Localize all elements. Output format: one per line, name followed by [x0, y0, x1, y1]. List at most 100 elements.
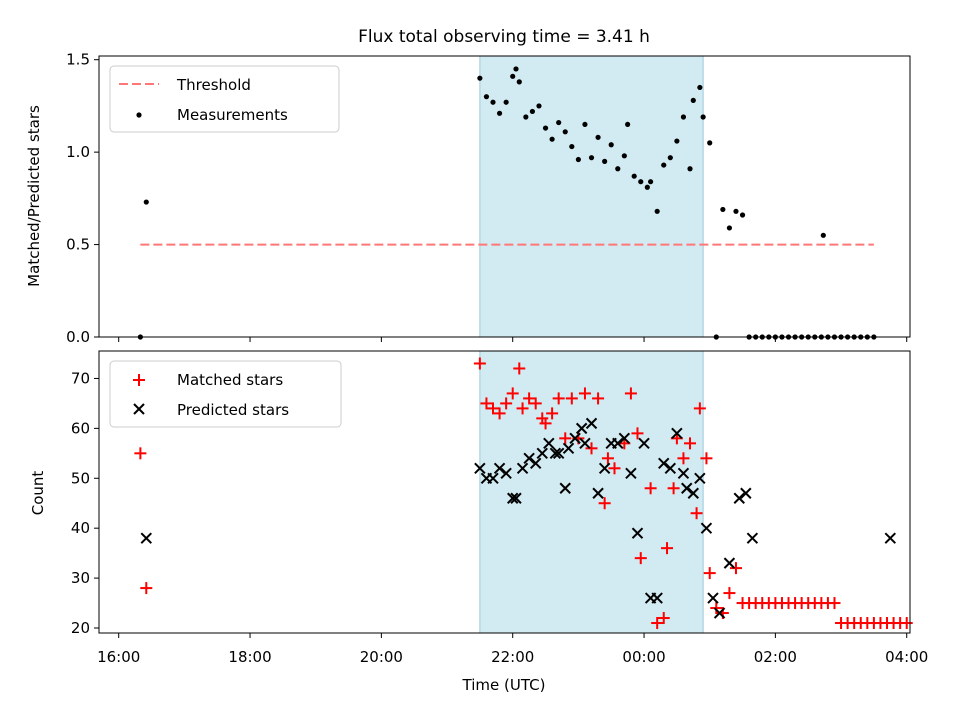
x-tick-label: 04:00 — [885, 648, 928, 666]
measurement-point — [588, 155, 595, 161]
matched-star-marker — [500, 397, 513, 410]
x-tick-label: 20:00 — [360, 648, 403, 666]
measurement-point — [667, 155, 673, 161]
predicted-star-marker — [884, 532, 897, 544]
matched-star-marker — [140, 582, 153, 595]
ratio-shaded-span — [479, 55, 704, 338]
matched-star-marker — [661, 542, 674, 555]
predicted-star-marker — [140, 532, 152, 544]
matched-star-marker — [601, 452, 614, 465]
measurement-point — [542, 125, 549, 131]
predicted-star-marker — [585, 417, 598, 430]
matched-star-marker — [700, 452, 713, 465]
matched-star-marker — [523, 392, 536, 405]
ratio-x-ticks — [118, 337, 908, 342]
predicted-star-marker — [598, 462, 611, 474]
x-tick-label: 16:00 — [97, 648, 140, 666]
legend-predicted-label: Predicted stars — [177, 401, 289, 419]
predicted-star-marker — [687, 487, 700, 499]
matched-star-marker — [598, 497, 611, 510]
ratio-legend: Threshold Measurements — [109, 65, 340, 133]
measurement-point — [569, 143, 575, 150]
measurement-point — [483, 94, 490, 100]
count-y-tick-label: 50 — [71, 469, 90, 487]
measurement-point — [575, 156, 581, 163]
matched-star-marker — [539, 417, 552, 430]
count-shaded-span — [479, 350, 704, 634]
predicted-star-marker — [677, 467, 690, 479]
matched-star-marker — [516, 402, 529, 415]
count-axes-frame — [98, 350, 911, 634]
matched-star-marker — [684, 437, 697, 450]
measurement-point — [820, 232, 826, 238]
measurement-point — [631, 173, 637, 179]
measurement-point — [510, 73, 516, 79]
measurement-point — [680, 114, 687, 120]
measurement-point — [733, 208, 739, 214]
measurement-point — [608, 142, 614, 148]
matched-star-marker — [608, 462, 621, 475]
measurement-point — [143, 199, 149, 205]
measurement-point — [690, 97, 696, 103]
predicted-star-marker — [569, 432, 581, 445]
predicted-star-marker — [474, 462, 486, 474]
measurement-point — [638, 179, 644, 185]
predicted-star-marker — [740, 487, 752, 499]
matched-star-marker — [703, 567, 716, 580]
predicted-star-marker — [625, 467, 637, 479]
legend-measurements-label: Measurements — [177, 106, 288, 124]
measurement-point — [720, 206, 726, 213]
predicted-star-marker — [510, 492, 522, 504]
predicted-star-marker — [612, 437, 624, 450]
predicted-star-markers — [140, 417, 897, 619]
measurement-point — [674, 138, 680, 144]
ratio-panel: 0.0 0.5 1.0 1.5 Matched/Predicted stars Thr… — [25, 51, 911, 346]
predicted-star-marker — [549, 447, 562, 460]
measurement-point — [621, 153, 627, 159]
matched-star-marker — [631, 427, 644, 440]
ratio-y-ticks: 0.0 0.5 1.0 1.5 — [66, 51, 99, 346]
matched-star-marker — [657, 612, 670, 625]
predicted-star-marker — [713, 607, 726, 619]
measurement-point — [490, 99, 496, 105]
x-tick-label: 22:00 — [491, 648, 534, 666]
measurement-point — [697, 84, 703, 91]
matched-star-marker — [513, 362, 526, 375]
matched-star-marker — [493, 407, 506, 420]
predicted-star-marker — [746, 532, 759, 544]
measurement-point — [687, 166, 693, 172]
matched-star-marker — [634, 552, 647, 565]
matched-star-marker — [644, 482, 657, 495]
predicted-star-marker — [694, 472, 706, 484]
predicted-star-marker — [529, 457, 542, 470]
matched-star-marker — [487, 402, 500, 415]
matched-star-marker — [624, 387, 637, 400]
predicted-star-marker — [671, 427, 683, 440]
matched-star-marker — [134, 447, 147, 460]
ratio-y-label: Matched/Predicted stars — [25, 105, 43, 287]
predicted-star-marker — [536, 447, 548, 460]
matched-star-marker — [900, 617, 913, 630]
matched-star-marker — [710, 602, 723, 615]
matched-star-marker — [546, 407, 559, 420]
measurement-point — [615, 166, 621, 172]
matched-star-marker — [529, 397, 542, 410]
matched-star-marker — [552, 392, 565, 405]
count-x-ticks: 16:00 18:00 20:00 22:00 00:00 02:00 04:00 — [97, 633, 928, 666]
predicted-star-marker — [618, 432, 631, 445]
measurement-point — [654, 208, 660, 214]
predicted-star-marker — [664, 462, 677, 474]
measurement-point — [516, 79, 522, 85]
predicted-star-marker — [575, 422, 588, 435]
matched-star-marker — [693, 402, 706, 415]
count-y-tick-label: 30 — [71, 569, 90, 587]
matched-star-marker — [677, 452, 690, 465]
measurement-point — [529, 108, 536, 115]
measurement-point — [625, 121, 631, 128]
predicted-star-marker — [562, 442, 575, 455]
predicted-star-marker — [658, 457, 670, 470]
predicted-star-marker — [487, 472, 499, 484]
predicted-star-marker — [700, 522, 713, 534]
ratio-y-tick-label: 1.0 — [66, 143, 90, 161]
matched-star-marker — [651, 617, 664, 630]
